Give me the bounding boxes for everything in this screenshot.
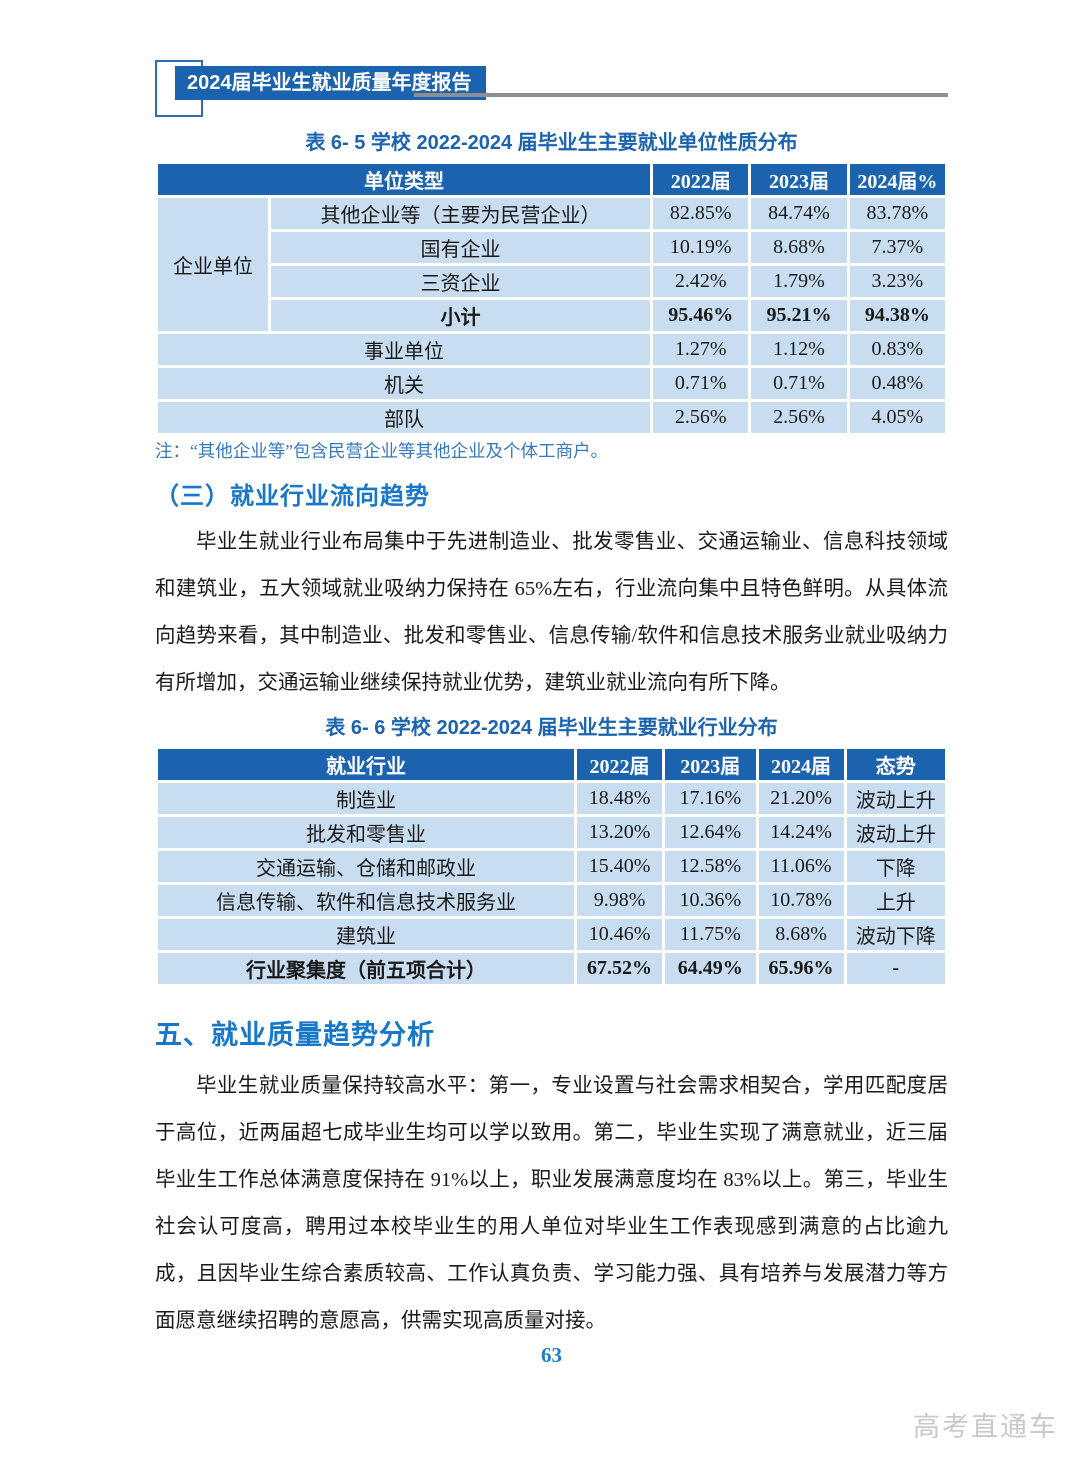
table-cell: - bbox=[846, 953, 945, 984]
page-number: 63 bbox=[541, 1343, 562, 1367]
table-cell: 95.21% bbox=[751, 300, 847, 331]
table-cell: 下降 bbox=[846, 851, 945, 882]
table-cell: 10.78% bbox=[758, 885, 844, 916]
table-row: 建筑业 10.46% 11.75% 8.68% 波动下降 bbox=[158, 919, 945, 950]
table-row: 交通运输、仓储和邮政业 15.40% 12.58% 11.06% 下降 bbox=[158, 851, 945, 882]
table-cell: 8.68% bbox=[751, 232, 847, 263]
table-cell: 小计 bbox=[271, 300, 651, 331]
table-cell: 4.05% bbox=[849, 402, 945, 433]
table-row: 企业单位 其他企业等（主要为民营企业） 82.85% 84.74% 83.78% bbox=[158, 198, 945, 331]
table-cell: 21.20% bbox=[758, 783, 844, 814]
table-cell: 10.36% bbox=[665, 885, 756, 916]
table-row: 国有企业 10.19% 8.68% 7.37% bbox=[158, 232, 945, 263]
table-cell: 13.20% bbox=[577, 817, 663, 848]
table-cell: 建筑业 bbox=[158, 919, 575, 950]
table-cell: 82.85% bbox=[653, 198, 749, 229]
table-row: 三资企业 2.42% 1.79% 3.23% bbox=[158, 266, 945, 297]
page-header-title: 2024届毕业生就业质量年度报告 bbox=[175, 66, 486, 100]
table-cell: 三资企业 bbox=[271, 266, 651, 297]
table-cell: 行业聚集度（前五项合计） bbox=[158, 953, 575, 984]
column-header: 2024届 bbox=[758, 749, 844, 780]
table-cell: 67.52% bbox=[577, 953, 663, 984]
table-cell: 波动上升 bbox=[846, 817, 945, 848]
table-cell: 8.68% bbox=[758, 919, 844, 950]
table-cell: 1.79% bbox=[751, 266, 847, 297]
column-header: 2024届% bbox=[849, 164, 945, 195]
table-cell: 15.40% bbox=[577, 851, 663, 882]
watermark-text: 高考直通车 bbox=[913, 1412, 1058, 1442]
column-header: 2023届 bbox=[751, 164, 847, 195]
table-cell: 84.74% bbox=[751, 198, 847, 229]
table-cell: 10.46% bbox=[577, 919, 663, 950]
table-cell: 9.98% bbox=[577, 885, 663, 916]
column-header: 单位类型 bbox=[158, 164, 651, 195]
table-cell: 制造业 bbox=[158, 783, 575, 814]
table2-title: 表 6- 6 学校 2022-2024 届毕业生主要就业行业分布 bbox=[325, 717, 778, 739]
table-cell: 11.06% bbox=[758, 851, 844, 882]
table-cell: 94.38% bbox=[849, 300, 945, 331]
table-cell: 0.83% bbox=[849, 334, 945, 365]
table-cell: 65.96% bbox=[758, 953, 844, 984]
table-row: 批发和零售业 13.20% 12.64% 14.24% 波动上升 bbox=[158, 817, 945, 848]
table1-footnote: 注：“其他企业等”包含民营企业等其他企业及个体工商户。 bbox=[155, 441, 609, 461]
table-cell: 1.12% bbox=[751, 334, 847, 365]
row-group-label: 企业单位 bbox=[158, 198, 269, 331]
table-cell: 2.42% bbox=[653, 266, 749, 297]
table-cell: 上升 bbox=[846, 885, 945, 916]
table-cell: 交通运输、仓储和邮政业 bbox=[158, 851, 575, 882]
section-heading-industry-trend: （三）就业行业流向趋势 bbox=[155, 483, 430, 510]
table-row: 制造业 18.48% 17.16% 21.20% 波动上升 bbox=[158, 783, 945, 814]
table-cell: 11.75% bbox=[665, 919, 756, 950]
table-cell: 批发和零售业 bbox=[158, 817, 575, 848]
table-header-row: 就业行业 2022届 2023届 2024届 态势 bbox=[158, 749, 945, 780]
table-cell: 2.56% bbox=[751, 402, 847, 433]
column-header: 2022届 bbox=[653, 164, 749, 195]
table-cell: 83.78% bbox=[849, 198, 945, 229]
page-content: 表 6- 5 学校 2022-2024 届毕业生主要就业单位性质分布 单位类型 … bbox=[155, 130, 948, 1345]
header-divider-line bbox=[414, 93, 948, 97]
table-cell: 12.58% bbox=[665, 851, 756, 882]
table-cell: 0.48% bbox=[849, 368, 945, 399]
table1-title: 表 6- 5 学校 2022-2024 届毕业生主要就业单位性质分布 bbox=[305, 132, 798, 154]
table-cell: 其他企业等（主要为民营企业） bbox=[271, 198, 651, 229]
table-cell: 12.64% bbox=[665, 817, 756, 848]
table-cell: 10.19% bbox=[653, 232, 749, 263]
table-header-row: 单位类型 2022届 2023届 2024届% bbox=[158, 164, 945, 195]
table-cell: 64.49% bbox=[665, 953, 756, 984]
table-row: 事业单位 1.27% 1.12% 0.83% bbox=[158, 334, 945, 365]
table-cell: 国有企业 bbox=[271, 232, 651, 263]
table-row-total: 行业聚集度（前五项合计） 67.52% 64.49% 65.96% - bbox=[158, 953, 945, 984]
table-cell: 机关 bbox=[158, 368, 651, 399]
section-heading-quality-analysis: 五、就业质量趋势分析 bbox=[155, 1020, 435, 1050]
table-cell: 2.56% bbox=[653, 402, 749, 433]
table-cell: 波动下降 bbox=[846, 919, 945, 950]
table-cell: 14.24% bbox=[758, 817, 844, 848]
table-row: 信息传输、软件和信息技术服务业 9.98% 10.36% 10.78% 上升 bbox=[158, 885, 945, 916]
column-header: 态势 bbox=[846, 749, 945, 780]
table-cell: 3.23% bbox=[849, 266, 945, 297]
section5-paragraph: 毕业生就业质量保持较高水平：第一，专业设置与社会需求相契合，学用匹配度居于高位，… bbox=[155, 1075, 948, 1332]
table-row: 机关 0.71% 0.71% 0.48% bbox=[158, 368, 945, 399]
table-cell: 部队 bbox=[158, 402, 651, 433]
table-cell: 信息传输、软件和信息技术服务业 bbox=[158, 885, 575, 916]
table-cell: 0.71% bbox=[653, 368, 749, 399]
column-header: 就业行业 bbox=[158, 749, 575, 780]
table-cell: 17.16% bbox=[665, 783, 756, 814]
section3-paragraph: 毕业生就业行业布局集中于先进制造业、批发零售业、交通运输业、信息科技领域和建筑业… bbox=[155, 531, 948, 694]
table-cell: 18.48% bbox=[577, 783, 663, 814]
table-cell: 1.27% bbox=[653, 334, 749, 365]
table-row: 部队 2.56% 2.56% 4.05% bbox=[158, 402, 945, 433]
table-cell: 7.37% bbox=[849, 232, 945, 263]
column-header: 2023届 bbox=[665, 749, 756, 780]
table-cell: 0.71% bbox=[751, 368, 847, 399]
table-cell: 事业单位 bbox=[158, 334, 651, 365]
table-industry-distribution: 就业行业 2022届 2023届 2024届 态势 制造业 18.48% 17.… bbox=[155, 746, 948, 987]
column-header: 2022届 bbox=[577, 749, 663, 780]
table-cell: 波动上升 bbox=[846, 783, 945, 814]
table-cell: 95.46% bbox=[653, 300, 749, 331]
table-row-subtotal: 小计 95.46% 95.21% 94.38% bbox=[158, 300, 945, 331]
table-employer-type: 单位类型 2022届 2023届 2024届% 企业单位 其他企业等（主要为民营… bbox=[155, 161, 948, 436]
